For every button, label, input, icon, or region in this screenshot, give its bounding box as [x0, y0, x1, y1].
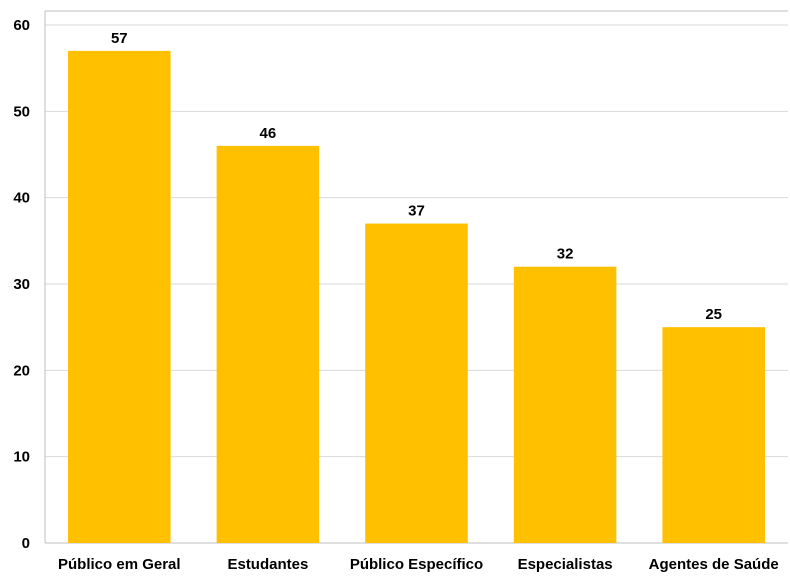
data-label: 46: [260, 125, 277, 142]
y-tick-label: 50: [13, 103, 30, 120]
data-label: 37: [408, 203, 425, 220]
data-label: 25: [705, 306, 722, 323]
bar: [662, 327, 765, 543]
bars: [68, 50, 765, 544]
data-label: 57: [111, 30, 128, 47]
bar: [68, 50, 171, 544]
bar: [365, 223, 468, 544]
y-tick-label: 40: [13, 190, 30, 207]
bar: [513, 266, 617, 543]
y-tick-label: 10: [13, 449, 30, 466]
y-tick-label: 0: [22, 535, 30, 552]
y-tick-label: 60: [13, 17, 30, 34]
data-label: 32: [557, 246, 574, 263]
x-tick-label: Especialistas: [518, 556, 613, 573]
y-tick-label: 30: [13, 276, 30, 293]
x-tick-label: Estudantes: [227, 556, 308, 573]
x-tick-label: Público em Geral: [58, 556, 181, 573]
y-tick-label: 20: [13, 362, 30, 379]
bar: [216, 145, 320, 543]
x-tick-label: Agentes de Saúde: [649, 556, 779, 573]
labels: 0 10 20 30 40 50 60 57 Público em Geral 46 Estudan…: [13, 17, 778, 573]
x-tick-label: Público Específico: [350, 556, 483, 573]
